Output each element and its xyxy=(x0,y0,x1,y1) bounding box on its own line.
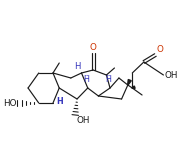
Text: OH: OH xyxy=(76,116,89,125)
Text: H: H xyxy=(57,97,64,106)
Text: HO: HO xyxy=(3,98,16,108)
Text: Ḧ: Ḧ xyxy=(83,75,89,84)
Text: O: O xyxy=(90,43,96,52)
Polygon shape xyxy=(132,86,135,88)
Text: OH: OH xyxy=(164,71,178,80)
Text: O: O xyxy=(156,45,163,54)
Text: H: H xyxy=(74,62,81,71)
Polygon shape xyxy=(128,80,131,85)
Text: Ḧ: Ḧ xyxy=(105,75,111,84)
